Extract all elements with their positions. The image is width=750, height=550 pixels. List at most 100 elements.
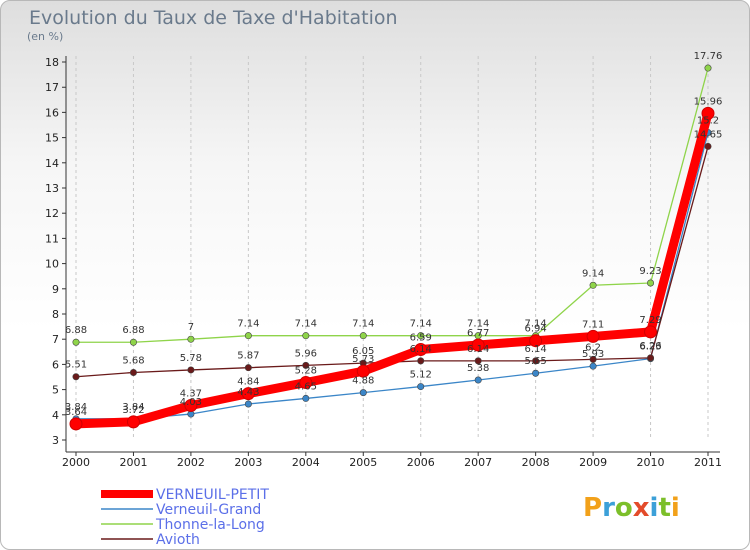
data-point: [241, 387, 255, 401]
data-label: 6.14: [410, 344, 432, 355]
data-label: 4.03: [180, 397, 202, 408]
x-tick-label: 2009: [579, 456, 607, 469]
data-label: 9.14: [582, 268, 604, 279]
data-label: 6.77: [467, 328, 489, 339]
y-tick-label: 5: [52, 384, 59, 397]
logo-letter: t: [658, 493, 670, 523]
legend-label: Thonne-la-Long: [155, 517, 265, 533]
data-point: [414, 343, 428, 357]
data-label: 17.76: [694, 51, 723, 62]
data-point: [129, 338, 137, 346]
legend-label: Verneuil-Grand: [156, 502, 261, 518]
x-tick-label: 2007: [464, 456, 492, 469]
data-label: 6.88: [65, 325, 87, 336]
data-label: 5.96: [295, 348, 317, 359]
grid: [75, 56, 709, 440]
logo-letter: o: [615, 493, 633, 523]
data-point: [184, 398, 198, 412]
data-point: [72, 373, 80, 381]
data-label: 7.14: [295, 319, 317, 330]
data-label: 3.84: [65, 402, 87, 413]
data-label: 15.2: [697, 116, 719, 127]
logo-letter: i: [671, 493, 680, 523]
data-point: [474, 376, 482, 384]
data-label: 5.51: [65, 360, 87, 371]
data-point: [647, 354, 655, 362]
data-point: [586, 329, 600, 343]
data-point: [187, 366, 195, 374]
data-point: [244, 400, 252, 408]
data-label: 4.88: [352, 376, 374, 387]
data-label: 6.23: [639, 342, 661, 353]
data-label: 6.88: [122, 325, 144, 336]
x-tick-label: 2002: [177, 456, 205, 469]
data-point: [417, 383, 425, 391]
data-label: 4.37: [180, 388, 202, 399]
data-label: 7.14: [410, 319, 432, 330]
y-tick-label: 3: [52, 434, 59, 447]
data-label: 7.14: [525, 319, 547, 330]
data-label: 6.2: [585, 342, 601, 353]
data-label: 5.28: [295, 366, 317, 377]
logo-letter: i: [650, 493, 659, 523]
y-unit-label: (en %): [27, 30, 64, 43]
data-point: [129, 368, 137, 376]
data-label: 5.93: [582, 349, 604, 360]
y-tick-label: 18: [45, 56, 59, 69]
data-point: [244, 332, 252, 340]
data-label: 5.12: [410, 370, 432, 381]
data-label: 6.05: [352, 346, 374, 357]
data-point: [471, 338, 485, 352]
series-layer: [69, 64, 715, 431]
logo-letter: P: [583, 493, 602, 523]
data-label: 7.14: [352, 319, 374, 330]
data-label: 7.11: [582, 319, 604, 330]
x-tick-label: 2001: [119, 456, 147, 469]
data-label: 4.65: [295, 381, 317, 392]
x-tick-label: 2003: [234, 456, 262, 469]
legend: VERNEUIL-PETITVerneuil-GrandThonne-la-Lo…: [101, 487, 269, 548]
x-tick-label: 2000: [62, 456, 90, 469]
series-line: [71, 108, 713, 429]
data-point: [589, 355, 597, 363]
data-point: [704, 64, 712, 72]
y-tick-label: 14: [45, 157, 59, 170]
series-line: [75, 145, 709, 378]
data-label: 5.38: [467, 363, 489, 374]
legend-label: VERNEUIL-PETIT: [156, 487, 269, 503]
series-line: [75, 131, 709, 420]
y-tick-label: 9: [52, 283, 59, 296]
y-tick-label: 13: [45, 182, 59, 195]
data-label: 15.96: [694, 96, 723, 107]
data-label: 3.64: [65, 407, 87, 418]
y-tick-label: 7: [52, 333, 59, 346]
data-point: [644, 325, 658, 339]
series-line: [75, 67, 709, 343]
data-point: [532, 369, 540, 377]
data-label: 5.65: [525, 356, 547, 367]
y-tick-label: 11: [45, 232, 59, 245]
data-labels: 3.64 3.72 4.37 4.84 5.28 5.73 6.59 6.77 6.94 7.11…: [65, 51, 722, 418]
data-point: [69, 417, 83, 431]
data-point: [72, 338, 80, 346]
data-label: 7.14: [237, 319, 259, 330]
data-label: 14.65: [694, 129, 723, 140]
y-tick-label: 15: [45, 132, 59, 145]
data-label: 7.14: [467, 319, 489, 330]
data-label: 6.14: [467, 344, 489, 355]
data-point: [589, 281, 597, 289]
data-label: 5.73: [352, 354, 374, 365]
data-label: 6.94: [525, 324, 547, 335]
data-label: 5.87: [237, 351, 259, 362]
data-point: [302, 361, 310, 369]
data-label: 7.29: [639, 315, 661, 326]
y-tick-label: 16: [45, 106, 59, 119]
data-label: 3.84: [122, 402, 144, 413]
data-label: 4.43: [237, 387, 259, 398]
data-point: [417, 332, 425, 340]
data-label: 7: [188, 322, 194, 333]
data-point: [701, 106, 715, 120]
y-tick-label: 10: [45, 258, 59, 271]
